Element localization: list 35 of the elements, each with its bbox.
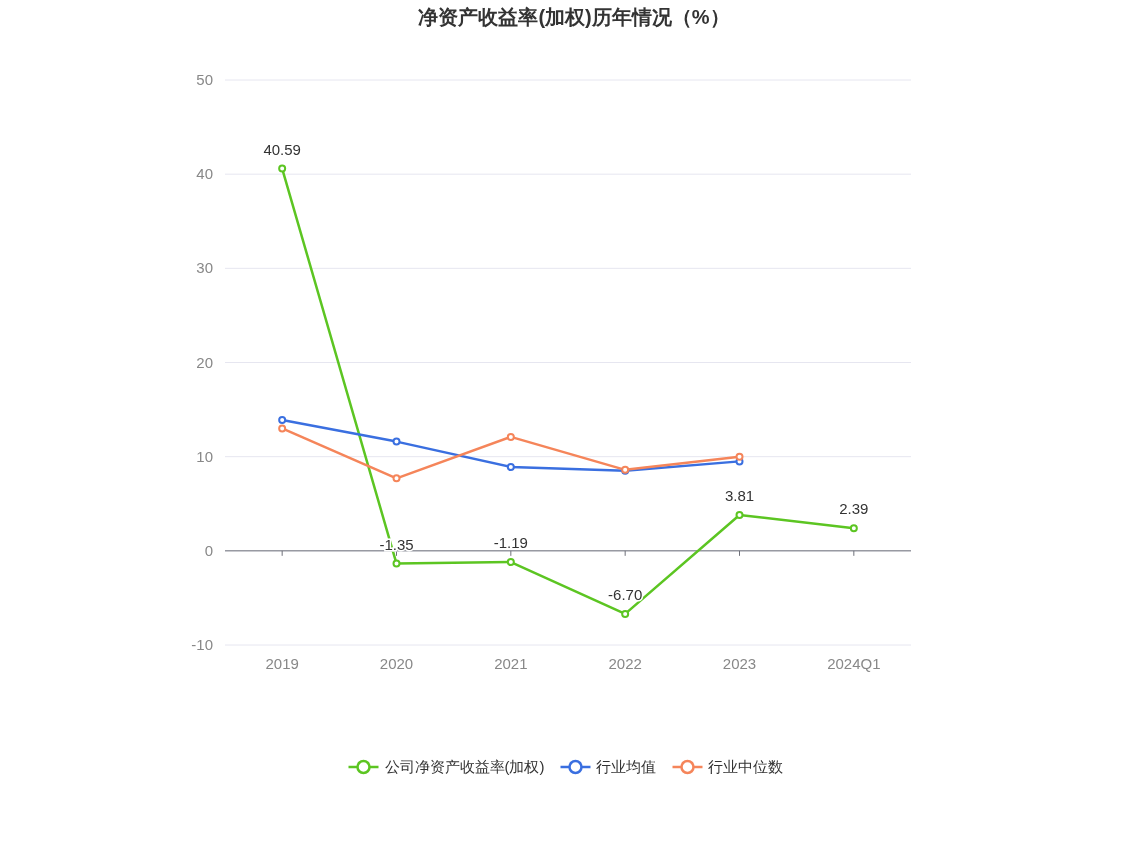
data-label: -1.19 xyxy=(493,534,528,552)
x-tick-label: 2019 xyxy=(265,655,299,672)
point xyxy=(621,609,630,618)
point xyxy=(506,558,515,567)
data-label: 2.39 xyxy=(839,500,869,518)
point xyxy=(392,559,401,568)
point xyxy=(735,452,744,461)
legend-label: 行业均值 xyxy=(596,758,657,775)
data-label: -6.70 xyxy=(608,585,643,603)
point xyxy=(506,463,515,472)
y-tick-label: -10 xyxy=(191,636,213,653)
point xyxy=(506,432,515,441)
legend-label: 行业中位数 xyxy=(708,758,784,775)
y-tick-label: 10 xyxy=(196,447,213,465)
y-tick-label: 0 xyxy=(204,541,213,559)
x-tick-label: 2024Q1 xyxy=(827,655,881,672)
x-tick-label: 2023 xyxy=(722,655,757,672)
legend-label: 公司净资产收益率(加权) xyxy=(384,758,545,775)
x-tick-label: 2020 xyxy=(379,655,414,672)
y-tick-label: 20 xyxy=(196,353,213,371)
y-tick-label: 40 xyxy=(196,165,213,183)
x-tick-label: 2022 xyxy=(608,655,642,672)
point xyxy=(392,437,401,446)
x-tick-label: 2021 xyxy=(494,655,528,672)
point xyxy=(392,474,401,483)
chart-title: 净资产收益率(加权)历年情况（%） xyxy=(418,6,730,28)
point xyxy=(278,164,287,173)
data-label: 3.81 xyxy=(724,486,755,504)
point xyxy=(849,524,858,533)
y-tick-label: 50 xyxy=(196,71,213,88)
data-label: 40.59 xyxy=(263,140,301,158)
point xyxy=(735,510,744,519)
point xyxy=(278,415,287,424)
y-tick-label: 30 xyxy=(196,259,213,277)
point xyxy=(278,424,287,433)
